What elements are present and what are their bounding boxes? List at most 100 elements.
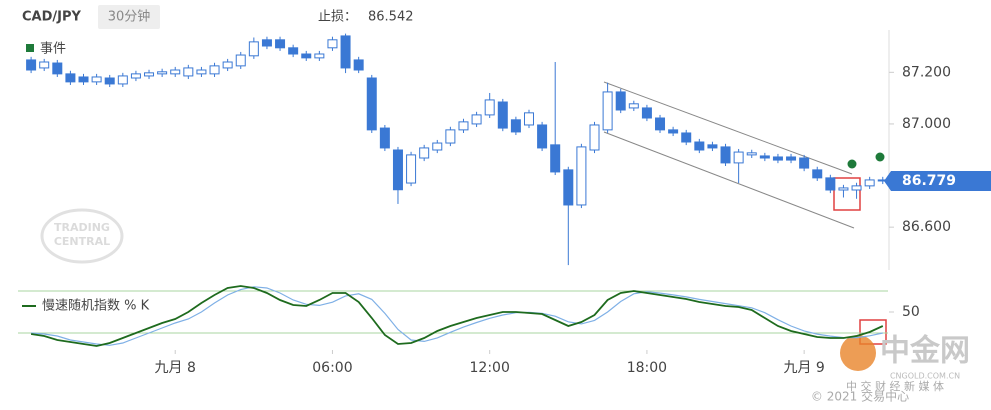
candle-body: [655, 117, 666, 131]
candle-body: [445, 129, 456, 144]
candle-body: [471, 114, 482, 125]
candle-body: [235, 54, 246, 67]
logo: [840, 335, 876, 371]
y-tick-label: 50: [902, 304, 920, 320]
symbol: CAD/JPY: [22, 10, 82, 25]
legend-swatch: [26, 44, 34, 52]
candle-body: [340, 35, 351, 69]
candle-body: [628, 103, 639, 109]
candle-body: [39, 61, 50, 69]
candle-body: [510, 119, 521, 133]
candle-body: [589, 124, 600, 151]
candle-body: [641, 107, 652, 119]
candle-body: [537, 124, 548, 149]
candle-body: [157, 71, 168, 75]
legend: 事件: [40, 42, 66, 57]
candle-body: [52, 62, 63, 75]
event-marker[interactable]: [847, 159, 857, 169]
candle-body: [130, 73, 141, 79]
candle-body: [523, 112, 534, 126]
x-tick-label: 06:00: [312, 360, 352, 376]
channel-line: [603, 131, 855, 229]
candle-body: [26, 59, 37, 71]
candle-body: [550, 144, 561, 173]
candle-body: [406, 154, 417, 184]
y-tick-label: 87.200: [902, 64, 951, 80]
y-tick-label: 86.600: [902, 219, 951, 235]
candle-body: [563, 169, 574, 206]
x-tick-label: 九月 8: [155, 360, 196, 376]
candle-body: [720, 146, 731, 164]
candle-body: [759, 155, 770, 159]
candle-body: [799, 157, 810, 169]
channel-line: [603, 81, 853, 175]
interval[interactable]: 30分钟: [108, 9, 151, 25]
candle-body: [864, 179, 875, 187]
price-badge-label: 86.779: [902, 173, 956, 189]
tagline: 中 交 财 经 新 媒 体: [846, 379, 944, 393]
candle-body: [196, 69, 207, 75]
candle-body: [851, 185, 862, 191]
watermark-text: CENTRAL: [54, 235, 110, 248]
candle-body: [301, 53, 312, 59]
candle-body: [104, 77, 115, 85]
candle-body: [91, 76, 102, 83]
candle-body: [432, 142, 443, 151]
candle-body: [825, 177, 836, 191]
candle-body: [144, 72, 155, 77]
watermark: TRADING CENTRAL: [40, 208, 124, 264]
candle-body: [615, 91, 626, 111]
candle-body: [209, 65, 220, 75]
candle-body: [248, 41, 259, 57]
candle-body: [576, 146, 587, 206]
candle-body: [812, 169, 823, 179]
stop-value: 86.542: [368, 10, 414, 25]
candle-body: [222, 61, 233, 69]
candle-body: [707, 144, 718, 149]
candle-body: [117, 75, 128, 85]
oscillator-line: [30, 285, 884, 347]
candle-body: [170, 69, 181, 75]
candle-body: [681, 132, 692, 143]
candle-body: [314, 53, 325, 59]
watermark-ring: [40, 208, 124, 264]
brand: 中金网: [880, 334, 970, 369]
candle-body: [419, 147, 430, 159]
candle-body: [392, 149, 403, 191]
candle-body: [694, 141, 705, 151]
watermark-text: TRADING: [54, 221, 110, 234]
stop-label: 止损：: [318, 10, 357, 25]
x-tick-label: 18:00: [627, 360, 667, 376]
candle-body: [366, 77, 377, 131]
highlight-box: [833, 177, 861, 211]
candle-body: [261, 39, 272, 47]
candle-body: [668, 129, 679, 134]
domain: CNGOLD.COM.CN: [890, 372, 960, 381]
candle-body: [602, 91, 613, 131]
candle-body: [497, 101, 508, 129]
x-tick-label: 12:00: [470, 360, 510, 376]
candle-body: [484, 99, 495, 116]
candle-body: [275, 39, 286, 49]
candle-body: [772, 156, 783, 161]
candle-body: [327, 39, 338, 49]
candle-body: [746, 152, 757, 156]
event-marker[interactable]: [875, 152, 885, 162]
candle-body: [838, 187, 849, 191]
oscillator-line: [31, 286, 883, 346]
candle-body: [786, 156, 797, 161]
candle-body: [183, 67, 194, 77]
candle-body: [78, 76, 89, 83]
candle-body: [733, 151, 744, 164]
candle-body: [379, 127, 390, 149]
candle-body: [65, 73, 76, 83]
candle-body: [458, 121, 469, 131]
interval-box[interactable]: [98, 5, 160, 29]
y-tick-label: 87.000: [902, 116, 951, 132]
x-tick-label: 九月 9: [783, 360, 824, 376]
legend: 慢速随机指数 % K: [42, 298, 150, 314]
candle-body: [353, 59, 364, 71]
candle-body: [288, 47, 299, 55]
copyright: © 2021 交易中心: [811, 389, 909, 404]
